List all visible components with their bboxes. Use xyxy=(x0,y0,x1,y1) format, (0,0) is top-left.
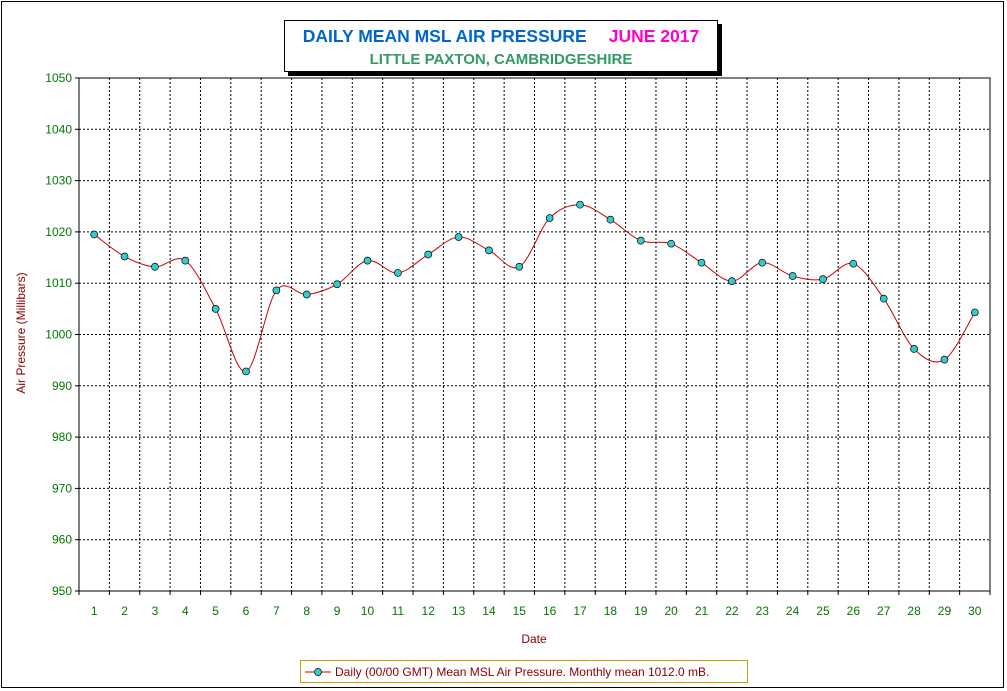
data-point xyxy=(606,215,615,224)
y-tick-label: 1020 xyxy=(45,225,72,239)
data-point xyxy=(211,305,220,313)
data-point xyxy=(697,258,706,267)
data-point xyxy=(242,367,250,376)
chart-title: DAILY MEAN MSL AIR PRESSURE xyxy=(302,26,587,46)
legend-label: Daily (00/00 GMT) Mean MSL Air Pressure.… xyxy=(335,665,710,679)
x-tick-label: 8 xyxy=(303,604,310,618)
y-tick-label: 1010 xyxy=(45,276,72,290)
data-point xyxy=(394,269,402,277)
chart-title-month: JUNE 2017 xyxy=(608,26,700,46)
data-point xyxy=(970,308,979,317)
x-tick-label: 2 xyxy=(121,604,128,618)
x-tick-label: 25 xyxy=(816,604,830,618)
y-tick-label: 960 xyxy=(52,533,72,547)
data-point xyxy=(363,256,372,265)
data-point xyxy=(120,252,129,261)
x-tick-label: 18 xyxy=(604,604,618,618)
x-tick-label: 15 xyxy=(513,604,527,618)
y-tick-label: 950 xyxy=(52,584,72,598)
x-tick-label: 1 xyxy=(91,604,98,618)
data-point xyxy=(940,355,949,364)
y-tick-label: 1030 xyxy=(45,174,72,188)
x-tick-label: 14 xyxy=(482,604,496,618)
chart-subtitle: LITTLE PAXTON, CAMBRIDGESHIRE xyxy=(369,51,633,68)
x-tick-label: 29 xyxy=(938,604,952,618)
y-tick-label: 1040 xyxy=(45,122,72,136)
x-tick-label: 7 xyxy=(273,604,280,618)
data-point xyxy=(181,256,190,265)
x-tick-label: 5 xyxy=(212,604,219,618)
x-tick-label: 6 xyxy=(243,604,250,618)
data-point xyxy=(728,277,736,285)
x-tick-label: 4 xyxy=(182,604,189,618)
y-axis-title: Air Pressure (Millibars) xyxy=(14,272,28,393)
y-tick-label: 1000 xyxy=(45,328,72,342)
data-point xyxy=(272,286,281,295)
x-tick-label: 9 xyxy=(334,604,341,618)
x-tick-label: 27 xyxy=(877,604,891,618)
x-tick-label: 28 xyxy=(907,604,921,618)
data-point xyxy=(515,262,524,271)
data-point xyxy=(424,250,433,259)
data-point xyxy=(667,239,676,248)
y-tick-label: 980 xyxy=(52,430,72,444)
x-tick-label: 16 xyxy=(543,604,557,618)
axes: 9509609709809901000101010201030104010501… xyxy=(45,71,991,618)
data-point xyxy=(576,200,584,209)
data-point xyxy=(90,230,99,239)
plot-area-border xyxy=(78,77,991,592)
x-tick-label: 30 xyxy=(968,604,982,618)
y-tick-label: 1050 xyxy=(45,71,72,85)
data-point xyxy=(910,345,918,353)
series-layer xyxy=(90,200,979,376)
data-point xyxy=(302,290,311,299)
data-point xyxy=(333,280,341,289)
grid xyxy=(79,78,990,591)
data-point xyxy=(788,272,797,280)
x-tick-label: 10 xyxy=(361,604,375,618)
chart-title-box: DAILY MEAN MSL AIR PRESSURE JUNE 2017 LIT… xyxy=(284,20,718,72)
x-tick-label: 11 xyxy=(392,604,405,618)
data-point xyxy=(545,214,554,222)
x-tick-label: 26 xyxy=(847,604,861,618)
x-tick-label: 20 xyxy=(664,604,678,618)
data-point xyxy=(849,259,858,268)
x-tick-label: 12 xyxy=(422,604,436,618)
x-tick-label: 3 xyxy=(152,604,159,618)
x-tick-label: 22 xyxy=(725,604,739,618)
x-tick-label: 19 xyxy=(634,604,648,618)
data-point xyxy=(454,233,463,241)
data-point xyxy=(758,258,767,267)
x-tick-label: 17 xyxy=(573,604,587,618)
x-tick-label: 23 xyxy=(756,604,770,618)
data-point xyxy=(485,246,493,255)
x-tick-label: 13 xyxy=(452,604,466,618)
data-point xyxy=(879,294,888,303)
y-tick-label: 990 xyxy=(52,379,72,393)
legend: Daily (00/00 GMT) Mean MSL Air Pressure.… xyxy=(300,660,748,683)
x-axis-title: Date xyxy=(521,632,547,646)
data-point xyxy=(636,236,645,245)
x-tick-label: 24 xyxy=(786,604,800,618)
data-point xyxy=(151,262,159,271)
y-tick-label: 970 xyxy=(52,481,72,495)
legend-swatch xyxy=(305,668,331,676)
x-tick-label: 21 xyxy=(695,604,709,618)
data-point xyxy=(819,275,827,283)
